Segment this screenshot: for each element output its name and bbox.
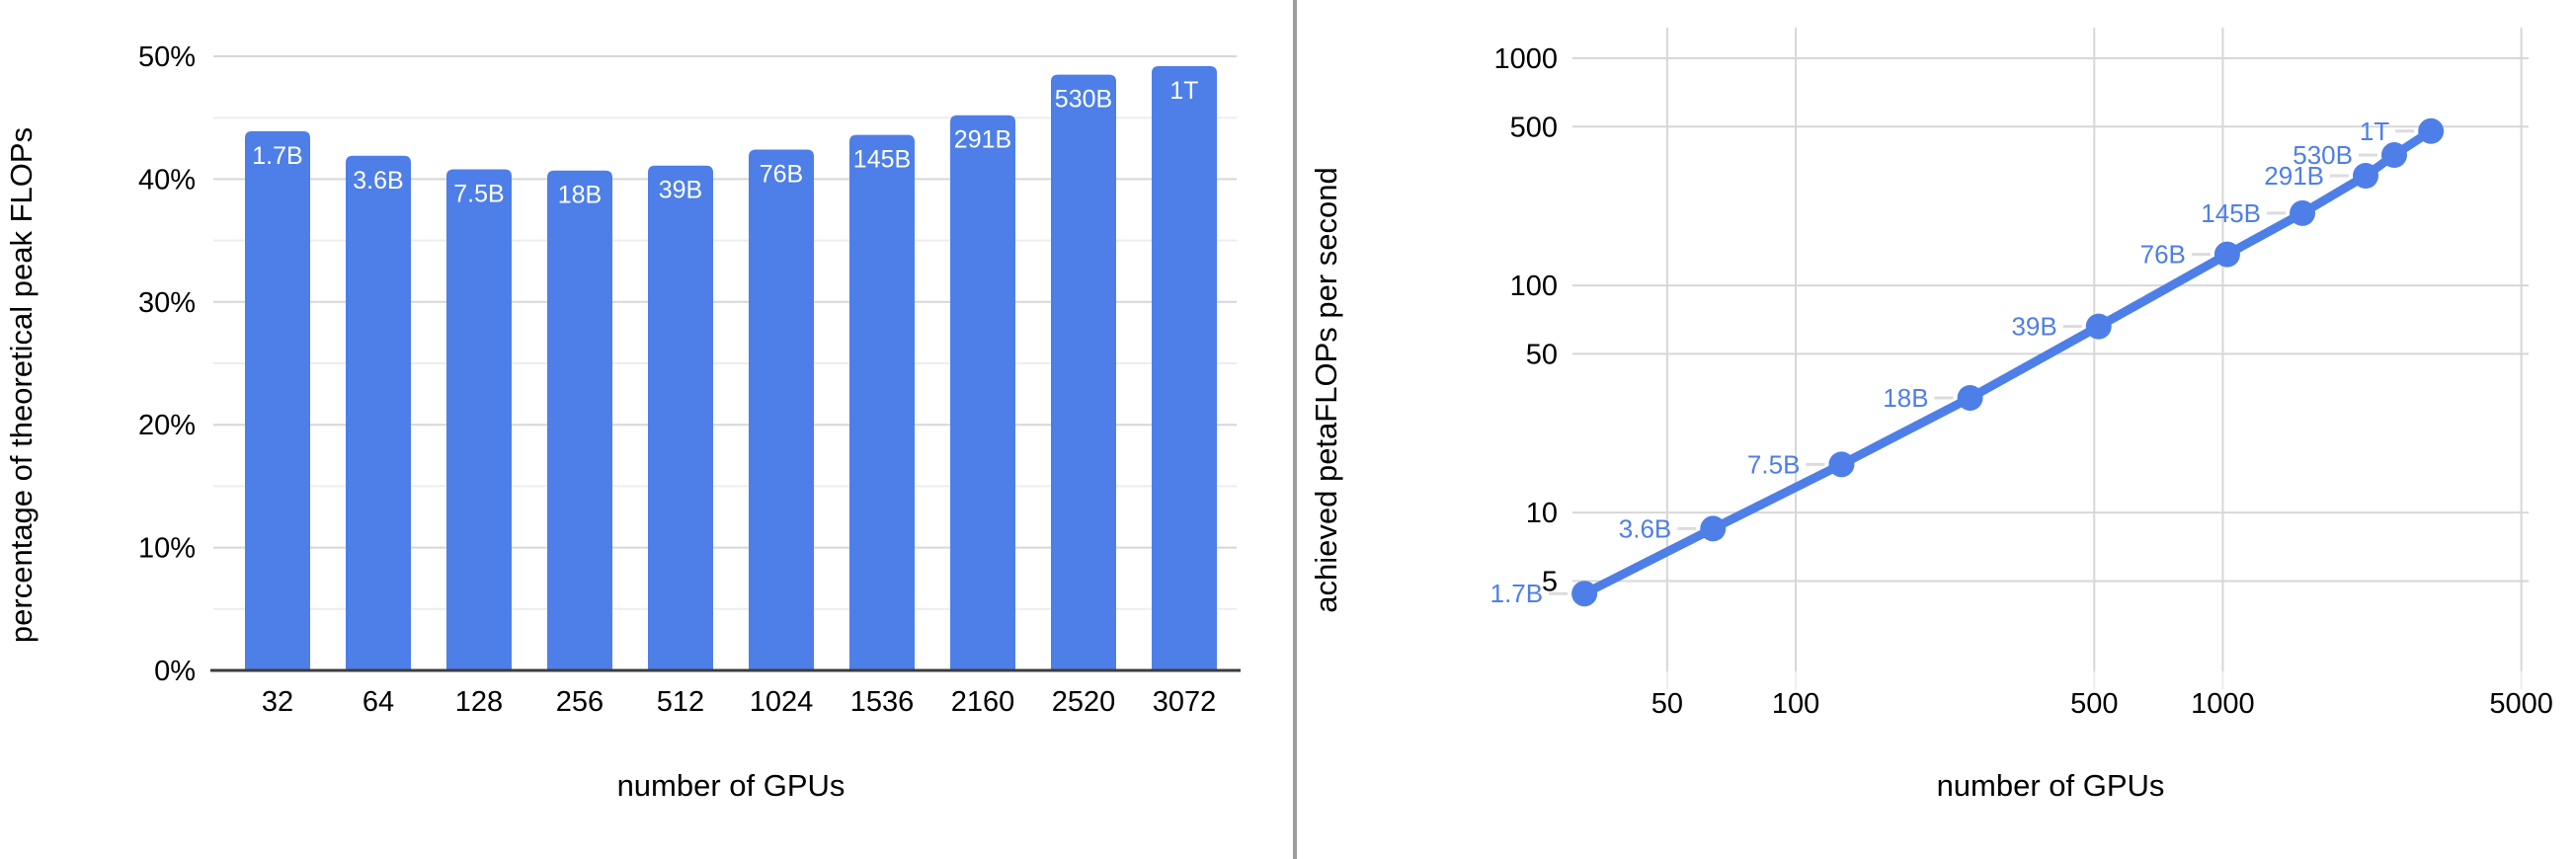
x-tick-label: 1024 [750,686,814,718]
series-line [1579,126,2436,598]
x-tick-label: 256 [556,686,604,718]
point-76B [2214,241,2240,268]
bar-label-18B: 18B [558,182,602,209]
point-label-39B: 39B [2011,312,2056,342]
x-tick-label: 1000 [2191,688,2255,720]
point-1T [2418,117,2445,144]
bar-1.7B [245,130,310,670]
bar-1T [1152,65,1217,670]
point-label-291B: 291B [2264,161,2324,191]
y-tick-label: 100 [1510,271,1558,302]
point-3.6B [1700,515,1727,542]
bar-label-1.7B: 1.7B [252,142,302,170]
x-tick-label: 5000 [2489,688,2553,720]
line-chart-panel: 5 10 50 100 500 1000 50 100 500 1000 5000 1.7B 3.6B 7… [1297,0,2576,859]
point-530B [2380,142,2407,169]
point-39B [2085,313,2112,340]
bar-label-7.5B: 7.5B [453,180,504,207]
point-label-1.7B: 1.7B [1490,579,1544,608]
y-tick-label: 10 [1526,498,1558,529]
bar-39B [648,165,713,670]
x-tick-label: 512 [657,686,704,718]
line-chart: 5 10 50 100 500 1000 50 100 500 1000 5000 1.7B 3.6B 7… [1309,28,2553,803]
point-label-7.5B: 7.5B [1747,449,1801,479]
point-label-530B: 530B [2293,140,2353,170]
point-18B [1957,384,1983,411]
point-label-18B: 18B [1883,383,1928,413]
y-tick-label: 1000 [1493,43,1558,75]
x-tick-label: 64 [362,686,394,718]
bar-label-39B: 39B [659,177,702,204]
x-tick-label: 32 [262,686,293,718]
bar-label-1T: 1T [1169,77,1198,105]
x-axis-title: number of GPUs [617,768,845,803]
x-tick-label: 2160 [951,686,1015,718]
x-tick-label: 50 [1651,688,1683,720]
x-tick-label: 3072 [1153,686,1217,718]
y-axis-title: achieved petaFLOPs per second [1309,167,1343,613]
point-label-145B: 145B [2201,198,2261,228]
y-tick-label: 50% [138,41,196,73]
bar-530B [1051,74,1116,670]
point-7.5B [1828,451,1855,478]
panel-divider [1293,0,1297,859]
x-tick-label: 128 [455,686,503,718]
y-axis-title: percentage of theoretical peak FLOPs [4,127,39,643]
y-tick-label: 10% [138,533,196,565]
y-tick-label: 20% [138,410,196,441]
y-tick-label: 500 [1510,112,1558,143]
bar-3.6B [346,155,411,670]
point-145B [2290,199,2316,226]
bar-18B [547,170,612,670]
bar-chart: 0% 10% 20% 30% 40% 50% 1.7B 32 3.6B 64 7.5B 128 18B 2… [4,41,1241,803]
x-tick-label: 1536 [850,686,915,718]
point-label-1T: 1T [2360,117,2389,146]
x-axis-title: number of GPUs [1937,768,2165,803]
point-291B [2353,162,2379,189]
bar-291B [950,115,1015,671]
bar-chart-panel: 0% 10% 20% 30% 40% 50% 1.7B 32 3.6B 64 7.5B 128 18B 2… [4,41,1241,803]
point-label-76B: 76B [2140,240,2186,270]
bar-label-3.6B: 3.6B [353,167,403,195]
y-tick-label: 0% [154,656,196,687]
x-tick-label: 100 [1772,688,1819,720]
point-1.7B [1571,581,1598,607]
bar-145B [849,134,915,671]
bar-label-291B: 291B [954,126,1011,154]
y-tick-label: 40% [138,164,196,195]
bar-label-530B: 530B [1055,86,1112,114]
bar-label-145B: 145B [853,146,911,174]
bar-76B [749,149,814,670]
y-tick-label: 5 [1542,566,1558,597]
bar-label-76B: 76B [760,161,803,189]
bar-7.5B [446,169,512,670]
y-tick-label: 30% [138,287,196,319]
point-label-3.6B: 3.6B [1619,513,1672,543]
x-tick-label: 2520 [1052,686,1116,718]
y-tick-label: 50 [1526,339,1558,370]
x-tick-label: 500 [2070,688,2118,720]
